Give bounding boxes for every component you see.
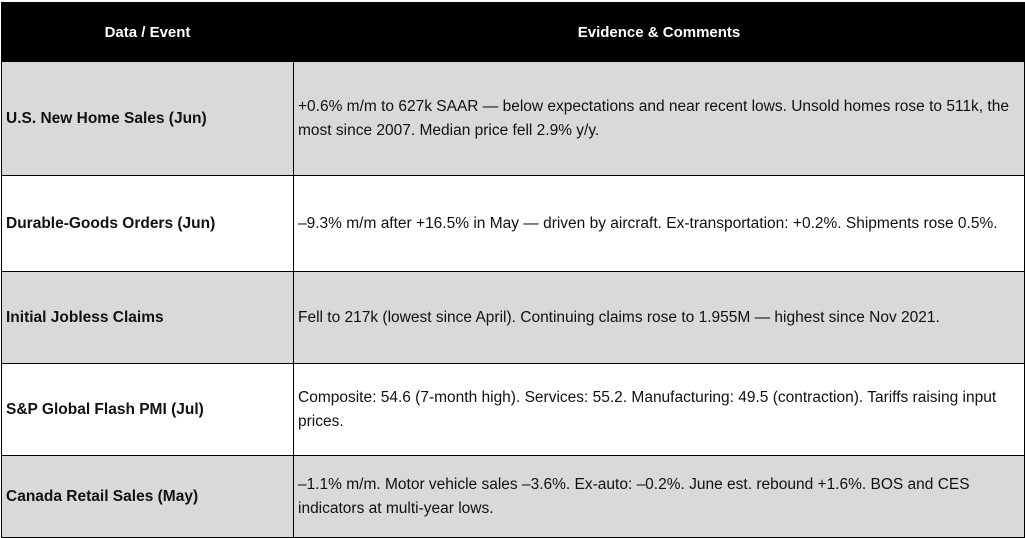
event-cell: Canada Retail Sales (May) <box>1 455 294 538</box>
event-cell: S&P Global Flash PMI (Jul) <box>1 363 294 456</box>
comment-cell: –9.3% m/m after +16.5% in May — driven b… <box>293 175 1025 272</box>
event-cell: Durable-Goods Orders (Jun) <box>1 175 294 272</box>
table-row: U.S. New Home Sales (Jun) +0.6% m/m to 6… <box>1 61 1025 176</box>
comment-cell: –1.1% m/m. Motor vehicle sales –3.6%. Ex… <box>293 455 1025 538</box>
table-row: S&P Global Flash PMI (Jul) Composite: 54… <box>1 363 1025 456</box>
comment-cell: Fell to 217k (lowest since April). Conti… <box>293 271 1025 364</box>
event-cell: Initial Jobless Claims <box>1 271 294 364</box>
table-row: Initial Jobless Claims Fell to 217k (low… <box>1 271 1025 364</box>
comment-cell: +0.6% m/m to 627k SAAR — below expectati… <box>293 61 1025 176</box>
comment-cell: Composite: 54.6 (7-month high). Services… <box>293 363 1025 456</box>
header-row: Data / Event Evidence & Comments <box>1 2 1025 62</box>
column-header-evidence: Evidence & Comments <box>293 2 1025 62</box>
column-header-event: Data / Event <box>1 2 294 62</box>
table-row: Durable-Goods Orders (Jun) –9.3% m/m aft… <box>1 175 1025 272</box>
table-row: Canada Retail Sales (May) –1.1% m/m. Mot… <box>1 455 1025 538</box>
event-cell: U.S. New Home Sales (Jun) <box>1 61 294 176</box>
